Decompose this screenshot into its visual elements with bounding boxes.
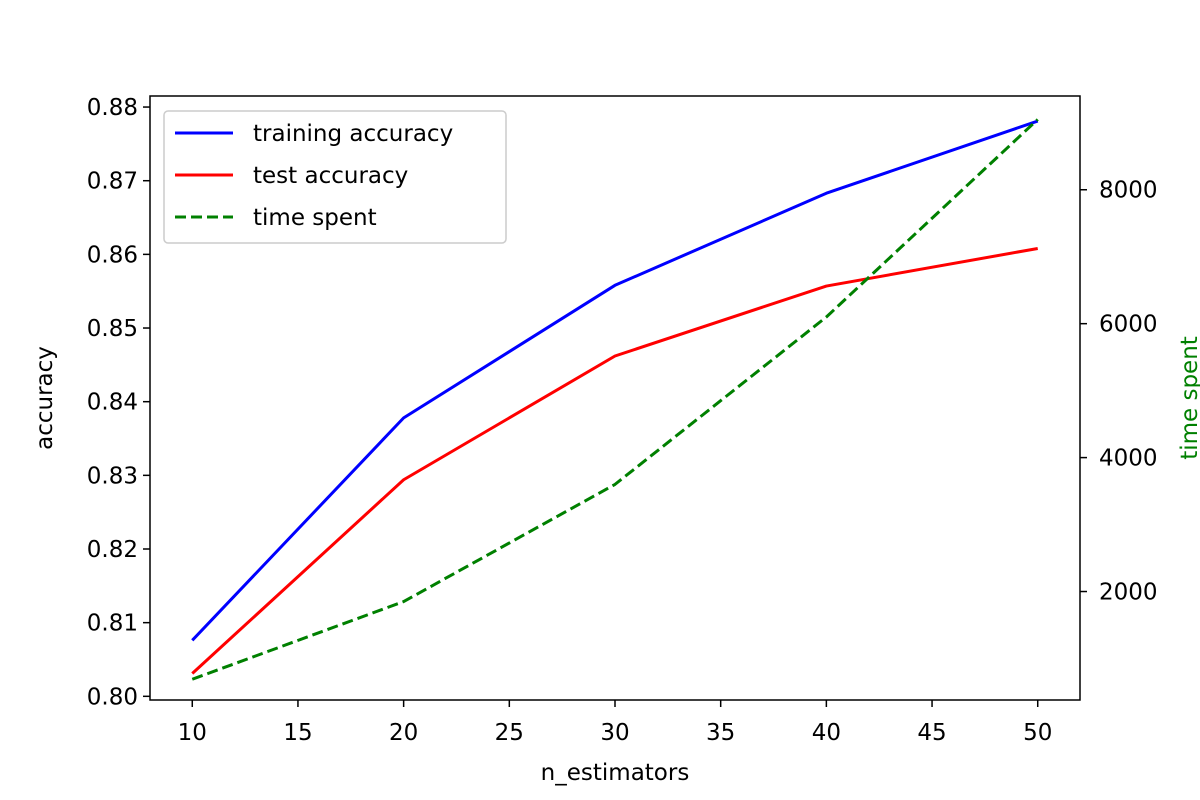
x-tick-label: 45 bbox=[917, 720, 946, 746]
series-layer bbox=[191, 118, 1039, 681]
y2-tick-label: 2000 bbox=[1099, 580, 1158, 606]
y2-tick-label: 8000 bbox=[1099, 178, 1158, 204]
y2-tick-label: 6000 bbox=[1099, 312, 1158, 338]
x-tick-label: 30 bbox=[600, 720, 629, 746]
legend-label-test-accuracy: test accuracy bbox=[253, 163, 408, 189]
y-tick-label: 0.87 bbox=[87, 169, 138, 195]
x-axis-ticks: 10 15 20 25 30 35 40 45 50 bbox=[178, 700, 1052, 746]
legend-label-time-spent: time spent bbox=[253, 205, 377, 231]
legend: training accuracy test accuracy time spent bbox=[163, 110, 507, 244]
test-accuracy-line bbox=[191, 246, 1038, 675]
y-tick-label: 0.85 bbox=[87, 316, 138, 342]
y2-tick-label: 4000 bbox=[1099, 446, 1158, 472]
plot-area bbox=[149, 95, 1081, 701]
time-spent-line bbox=[191, 118, 1039, 681]
x-tick-label: 40 bbox=[812, 720, 841, 746]
x-tick-label: 10 bbox=[178, 720, 207, 746]
legend-items: training accuracy test accuracy time spent bbox=[175, 121, 453, 231]
x-tick-label: 50 bbox=[1023, 720, 1052, 746]
y-tick-label: 0.83 bbox=[87, 463, 138, 489]
legend-label-training-accuracy: training accuracy bbox=[253, 121, 453, 147]
y2-axis-label: time spent bbox=[1177, 336, 1200, 460]
x-tick-label: 35 bbox=[706, 720, 735, 746]
legend-box bbox=[163, 110, 507, 244]
y-axis-label: accuracy bbox=[32, 346, 58, 450]
y-tick-label: 0.88 bbox=[87, 95, 138, 121]
x-tick-label: 15 bbox=[283, 720, 312, 746]
y-tick-label: 0.81 bbox=[87, 611, 138, 637]
x-axis-label: n_estimators bbox=[541, 760, 690, 786]
x-tick-label: 25 bbox=[495, 720, 524, 746]
x-tick-label: 20 bbox=[389, 720, 418, 746]
y2-axis-ticks: 2000 4000 6000 8000 bbox=[1080, 178, 1158, 606]
y-axis-ticks: 0.80 0.81 0.82 0.83 0.84 0.85 0.86 0.87 0.88 bbox=[87, 95, 150, 710]
y-tick-label: 0.86 bbox=[87, 242, 138, 268]
y-tick-label: 0.84 bbox=[87, 390, 138, 416]
y-tick-label: 0.80 bbox=[87, 684, 138, 710]
training-accuracy-line bbox=[191, 119, 1039, 642]
y-tick-label: 0.82 bbox=[87, 537, 138, 563]
